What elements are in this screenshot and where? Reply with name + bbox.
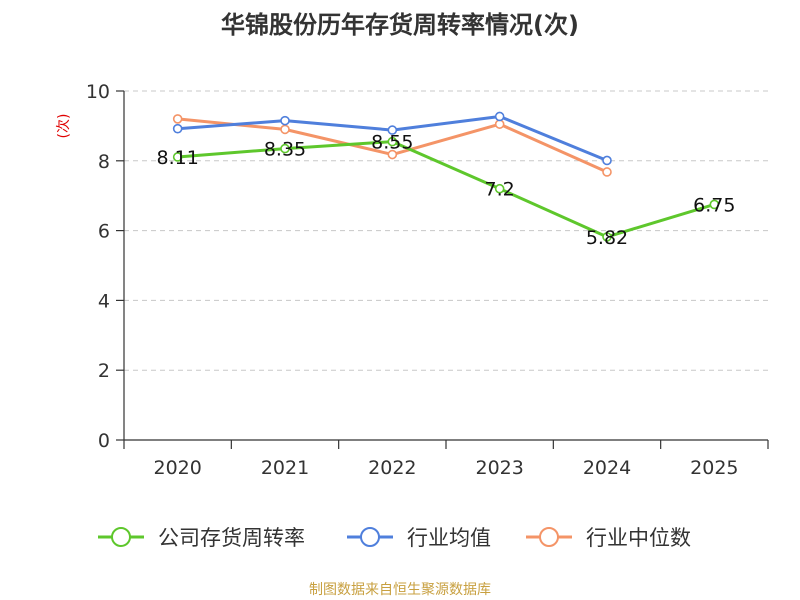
data-point xyxy=(172,152,183,162)
series-1 xyxy=(172,111,612,166)
legend-marker xyxy=(360,527,380,547)
x-tick-label: 2022 xyxy=(368,457,416,479)
x-tick-label: 2020 xyxy=(153,457,201,479)
grid-lines xyxy=(124,90,768,371)
data-point xyxy=(280,124,290,135)
legend-label: 行业中位数 xyxy=(586,526,691,550)
data-point xyxy=(387,136,398,147)
data-point xyxy=(280,115,290,126)
data-label: 5.82 xyxy=(586,227,628,249)
x-tick-label: 2021 xyxy=(261,457,309,479)
legend: 公司存货周转率 行业均值 行业中位数 xyxy=(98,526,691,550)
legend-label: 公司存货周转率 xyxy=(158,526,305,550)
x-tick-label: 2024 xyxy=(583,457,631,479)
data-point xyxy=(709,199,720,210)
data-label: 6.75 xyxy=(693,194,735,216)
y-tick-label: 8 xyxy=(98,151,110,173)
series-line xyxy=(177,140,715,239)
data-point xyxy=(602,155,612,166)
y-axis-label: (次) xyxy=(56,114,72,139)
series-0 xyxy=(172,136,720,242)
x-tick-label: 2023 xyxy=(475,457,523,479)
data-labels: 8.11 8.35 8.55 7.2 5.82 6.75 xyxy=(157,132,736,249)
data-point xyxy=(172,123,183,134)
data-point xyxy=(172,114,183,124)
data-label: 7.2 xyxy=(485,179,515,201)
y-tick-label: 0 xyxy=(98,430,110,452)
axes: 0 2 4 6 8 10 2020 2021 2022 2023 2024 2025 xyxy=(86,81,769,479)
series-2 xyxy=(172,114,612,177)
data-point xyxy=(387,125,398,135)
data-point xyxy=(494,111,505,122)
legend-label: 行业均值 xyxy=(407,526,491,550)
data-point xyxy=(280,143,290,154)
data-label: 8.11 xyxy=(157,147,199,169)
y-tick-label: 10 xyxy=(86,81,110,103)
y-tick-label: 2 xyxy=(98,360,110,382)
legend-marker xyxy=(111,527,131,547)
data-point xyxy=(387,149,398,160)
y-tick-label: 6 xyxy=(98,221,110,243)
legend-marker xyxy=(539,527,559,547)
chart-title: 华锦股份历年存货周转率情况(次) xyxy=(221,11,579,39)
data-label: 8.55 xyxy=(371,132,413,154)
data-point xyxy=(602,167,612,177)
data-point xyxy=(602,232,612,242)
data-point xyxy=(494,119,505,129)
data-label: 8.35 xyxy=(264,139,306,161)
data-point xyxy=(494,183,505,194)
x-tick-label: 2025 xyxy=(690,457,738,479)
source-note: 制图数据来自恒生聚源数据库 xyxy=(309,582,491,598)
y-tick-label: 4 xyxy=(98,290,110,312)
series-lines xyxy=(172,111,720,242)
